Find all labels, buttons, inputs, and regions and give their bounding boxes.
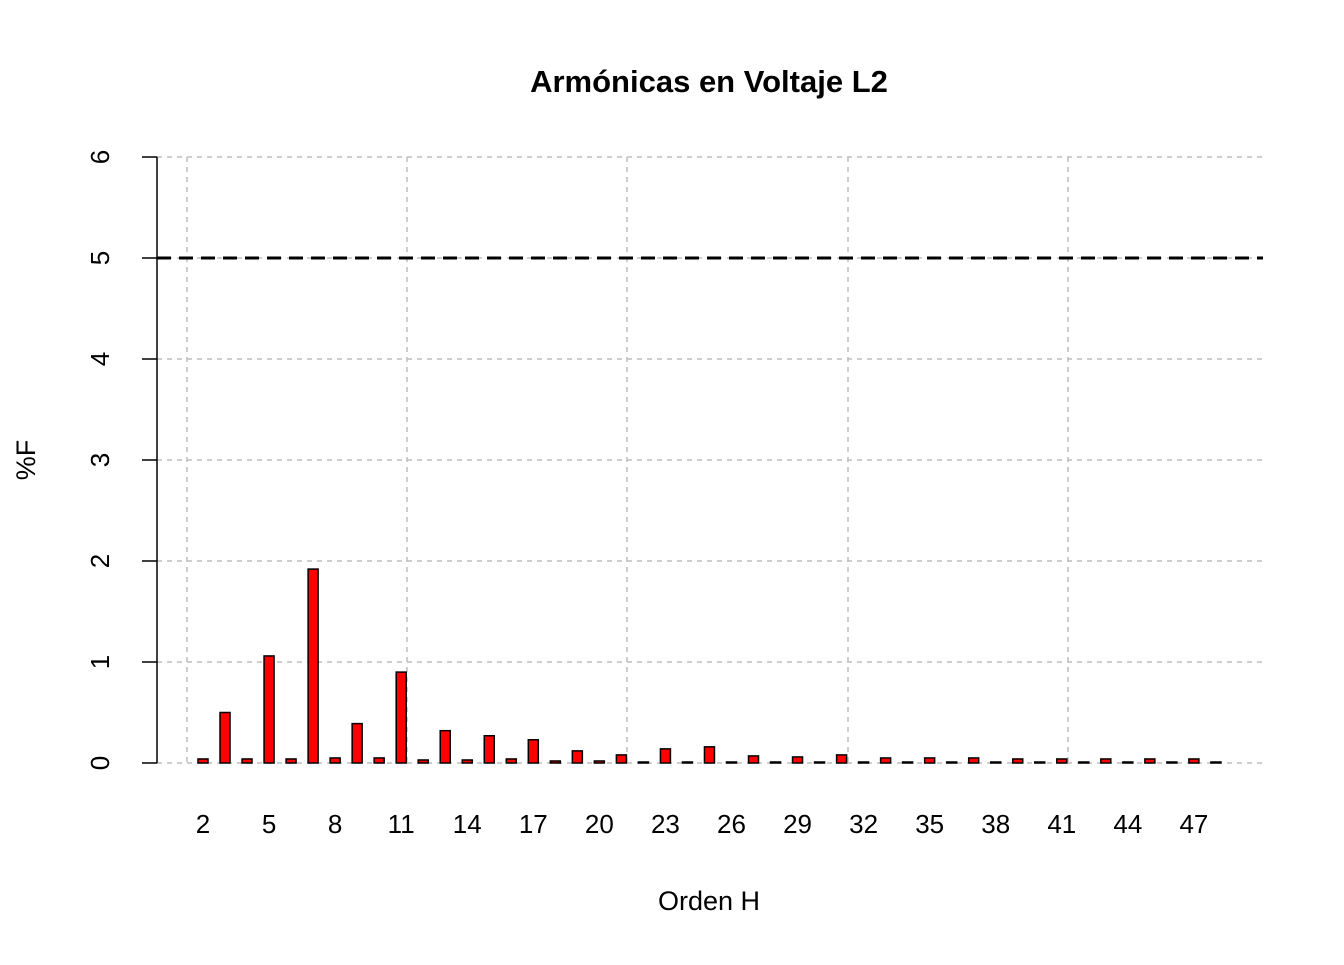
x-tick-label: 32 bbox=[849, 809, 878, 839]
x-tick-label: 26 bbox=[717, 809, 746, 839]
bar bbox=[835, 754, 848, 764]
bar bbox=[241, 758, 253, 764]
x-tick-label: 14 bbox=[453, 809, 482, 839]
bar bbox=[945, 761, 958, 764]
bar bbox=[1166, 761, 1178, 764]
bar bbox=[285, 758, 297, 764]
bar bbox=[879, 757, 892, 764]
bar bbox=[483, 734, 496, 764]
x-tick-label: 47 bbox=[1179, 809, 1208, 839]
x-tick-label: 20 bbox=[585, 809, 614, 839]
bar bbox=[725, 761, 738, 764]
bar bbox=[615, 754, 628, 764]
x-tick-label: 8 bbox=[328, 809, 342, 839]
y-tick-label: 6 bbox=[85, 150, 115, 164]
x-tick-label: 41 bbox=[1047, 809, 1076, 839]
bar bbox=[747, 755, 760, 764]
bar bbox=[769, 761, 782, 764]
bar bbox=[417, 759, 429, 764]
y-tick-label: 1 bbox=[85, 655, 115, 669]
y-tick-label: 0 bbox=[85, 756, 115, 770]
bar bbox=[681, 761, 694, 764]
bar bbox=[1210, 761, 1222, 764]
x-tick-label: 29 bbox=[783, 809, 812, 839]
y-tick-label: 2 bbox=[85, 554, 115, 568]
bar bbox=[659, 748, 672, 764]
bar bbox=[219, 711, 231, 764]
bar bbox=[571, 750, 584, 764]
x-tick-label: 23 bbox=[651, 809, 680, 839]
x-tick-label: 17 bbox=[519, 809, 548, 839]
bar bbox=[373, 757, 385, 764]
bar bbox=[1056, 758, 1068, 764]
bar bbox=[901, 761, 914, 764]
bar bbox=[1011, 758, 1024, 764]
bar bbox=[197, 758, 209, 764]
bar bbox=[857, 761, 870, 764]
bar bbox=[307, 568, 319, 764]
x-axis-label: Orden H bbox=[658, 886, 760, 916]
bar bbox=[989, 761, 1002, 764]
bar bbox=[703, 746, 716, 764]
x-tick-label: 35 bbox=[915, 809, 944, 839]
bar bbox=[923, 757, 936, 764]
x-tick-label: 2 bbox=[196, 809, 210, 839]
bar bbox=[813, 761, 826, 764]
x-tick-label: 11 bbox=[388, 809, 415, 839]
bar bbox=[791, 756, 804, 764]
bar bbox=[967, 757, 980, 764]
x-tick-label: 5 bbox=[262, 809, 276, 839]
bar bbox=[549, 760, 562, 764]
y-tick-label: 5 bbox=[85, 251, 115, 265]
y-tick-label: 3 bbox=[85, 453, 115, 467]
bar bbox=[1188, 758, 1200, 764]
bar bbox=[1100, 758, 1112, 764]
chart-title: Armónicas en Voltaje L2 bbox=[530, 64, 888, 99]
bar bbox=[593, 760, 606, 764]
bar bbox=[351, 722, 363, 764]
bar bbox=[1144, 758, 1156, 764]
bar bbox=[461, 759, 473, 764]
y-axis-label: %F bbox=[11, 440, 41, 481]
bar bbox=[439, 729, 451, 764]
bar bbox=[329, 757, 341, 764]
x-tick-label: 38 bbox=[981, 809, 1010, 839]
bar bbox=[1034, 761, 1046, 764]
x-tick-label: 44 bbox=[1113, 809, 1142, 839]
bar bbox=[1122, 761, 1134, 764]
bar bbox=[505, 758, 518, 764]
bar bbox=[637, 761, 650, 764]
bar bbox=[263, 655, 275, 764]
bar bbox=[527, 739, 540, 764]
y-tick-label: 4 bbox=[85, 352, 115, 366]
bar bbox=[395, 671, 407, 764]
bar bbox=[1078, 761, 1090, 764]
